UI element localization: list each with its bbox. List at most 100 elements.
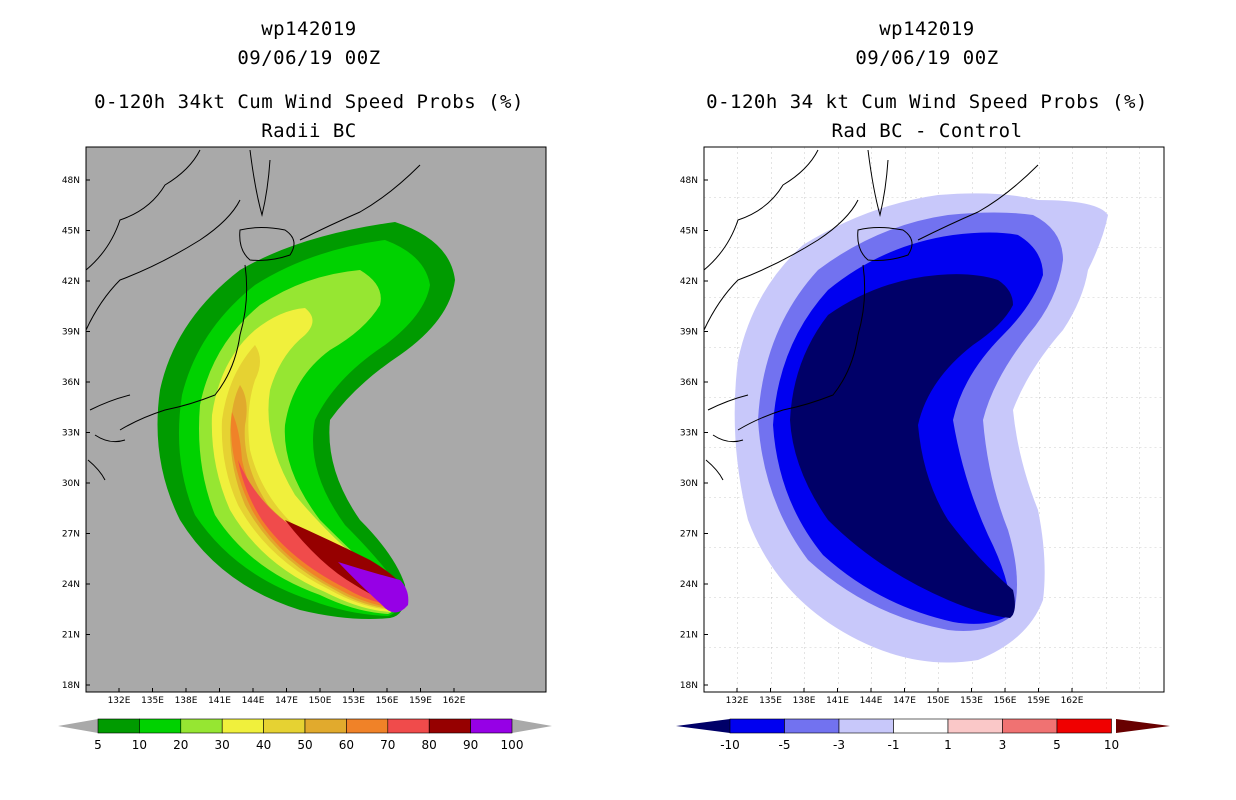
coast-hokkaido [239, 227, 295, 261]
right-title-subtitle: Rad BC - Control [831, 120, 1023, 142]
lat-label-27n: 27N [62, 530, 80, 540]
right-colorbar-label--5: -5 [779, 738, 791, 752]
coast-sakhalin [249, 149, 271, 217]
right-colorbar-label-1: 1 [944, 738, 952, 752]
left-title-storm-id: wp142019 [261, 18, 357, 40]
right-colorbar-swatch-4 [893, 718, 949, 734]
lat-label-42n: 42N [62, 277, 80, 287]
lat-label-33n: 33N [62, 429, 80, 439]
lat-label-18n: 18N [680, 681, 698, 691]
lon-label-132e: 132E [108, 696, 131, 706]
diff-band-minus-10 [790, 274, 1015, 618]
lat-label-30n: 30N [62, 479, 80, 489]
left-colorbar-label-80: 80 [422, 738, 437, 752]
left-colorbar-swatch-9 [470, 718, 513, 734]
lat-label-24n: 24N [62, 580, 80, 590]
right-colorbar-swatch-6 [1002, 718, 1058, 734]
right-title-storm-id: wp142019 [879, 18, 975, 40]
left-colorbar-label-5: 5 [94, 738, 102, 752]
right-colorbar-label-10: 10 [1104, 738, 1119, 752]
lat-label-48n: 48N [680, 176, 698, 186]
right-axis-labels: 132E 135E 138E 141E 144E 147E 150E 153E 156E 159E… [680, 176, 1084, 706]
lon-label-162e: 162E [1061, 696, 1084, 706]
right-colorbar-label--1: -1 [888, 738, 900, 752]
coast-kyushu-korea-r [705, 394, 749, 481]
lon-label-147e: 147E [893, 696, 916, 706]
lon-label-135e: 135E [759, 696, 782, 706]
left-colorbar-label-50: 50 [297, 738, 312, 752]
right-colorbar-arrow-low [676, 719, 730, 733]
lat-label-24n: 24N [680, 580, 698, 590]
left-colorbar: 5 10 20 30 40 50 60 70 80 90 100 [58, 718, 552, 752]
lon-label-135e: 135E [141, 696, 164, 706]
coast-honshu [119, 264, 248, 431]
right-colorbar-swatch-2 [784, 718, 840, 734]
lon-label-150e: 150E [309, 696, 332, 706]
coast-honshu-r [737, 264, 866, 431]
left-title-product: 0-120h 34kt Cum Wind Speed Probs (%) [94, 91, 524, 113]
left-colorbar-label-90: 90 [463, 738, 478, 752]
coast-kurils [299, 164, 421, 241]
lon-label-153e: 153E [342, 696, 365, 706]
prob-band-90 [338, 562, 409, 613]
prob-band-40 [221, 345, 401, 610]
lon-label-144e: 144E [860, 696, 883, 706]
right-colorbar: -10 -5 -3 -1 1 3 5 10 [676, 718, 1170, 752]
lat-label-30n: 30N [680, 479, 698, 489]
left-colorbar-swatch-8 [428, 718, 471, 734]
lon-label-147e: 147E [275, 696, 298, 706]
lon-label-141e: 141E [826, 696, 849, 706]
right-colorbar-label--3: -3 [833, 738, 845, 752]
lon-label-153e: 153E [960, 696, 983, 706]
lat-label-48n: 48N [62, 176, 80, 186]
left-colorbar-label-10: 10 [132, 738, 147, 752]
lat-label-36n: 36N [680, 378, 698, 388]
left-colorbar-label-60: 60 [339, 738, 354, 752]
coast-asia-mainland [86, 149, 241, 331]
lon-label-132e: 132E [726, 696, 749, 706]
lon-label-156e: 156E [994, 696, 1017, 706]
left-colorbar-swatch-6 [346, 718, 389, 734]
lat-label-42n: 42N [680, 277, 698, 287]
lon-label-156e: 156E [376, 696, 399, 706]
right-colorbar-label--10: -10 [720, 738, 740, 752]
left-colorbar-arrow-high [512, 719, 552, 733]
left-colorbar-arrow-low [58, 719, 98, 733]
lon-label-138e: 138E [175, 696, 198, 706]
prob-band-30 [211, 308, 401, 612]
left-colorbar-label-20: 20 [173, 738, 188, 752]
coast-kurils-r [917, 164, 1039, 241]
coast-hokkaido-r [857, 227, 913, 261]
right-colorbar-swatch-5 [947, 718, 1003, 734]
lat-label-21n: 21N [680, 631, 698, 641]
lat-label-27n: 27N [680, 530, 698, 540]
left-colorbar-swatch-1 [139, 718, 182, 734]
left-colorbar-swatch-2 [180, 718, 223, 734]
right-map-svg: 132E 135E 138E 141E 144E 147E 150E 153E 156E 159E… [676, 146, 1170, 752]
left-colorbar-swatch-5 [304, 718, 347, 734]
right-colorbar-swatch-7 [1056, 718, 1112, 734]
coast-sakhalin-r [867, 149, 889, 217]
lat-label-36n: 36N [62, 378, 80, 388]
coast-kyushu-korea [87, 394, 131, 481]
left-colorbar-swatch-3 [221, 718, 264, 734]
right-map-panel: wp142019 09/06/19 00Z 0-120h 34 kt Cum W… [618, 0, 1236, 800]
left-map-svg: 132E 135E 138E 141E 144E 147E 150E 153E 156E 159E… [58, 146, 552, 752]
right-title-date: 09/06/19 00Z [855, 47, 999, 69]
left-colorbar-swatch-4 [263, 718, 306, 734]
left-colorbar-swatch-7 [387, 718, 430, 734]
left-colorbar-swatch-0 [97, 718, 140, 734]
lat-label-21n: 21N [62, 631, 80, 641]
lat-label-33n: 33N [680, 429, 698, 439]
left-colorbar-label-30: 30 [215, 738, 230, 752]
lat-label-45n: 45N [62, 227, 80, 237]
left-title-subtitle: Radii BC [261, 120, 357, 142]
right-colorbar-label-3: 3 [999, 738, 1007, 752]
right-colorbar-swatch-1 [729, 718, 785, 734]
right-map-frame [703, 146, 1165, 693]
lat-label-18n: 18N [62, 681, 80, 691]
right-colorbar-arrow-high [1116, 719, 1170, 733]
left-colorbar-label-100: 100 [501, 738, 524, 752]
left-axis-labels: 132E 135E 138E 141E 144E 147E 150E 153E 156E 159E… [62, 176, 466, 706]
lon-label-141e: 141E [208, 696, 231, 706]
